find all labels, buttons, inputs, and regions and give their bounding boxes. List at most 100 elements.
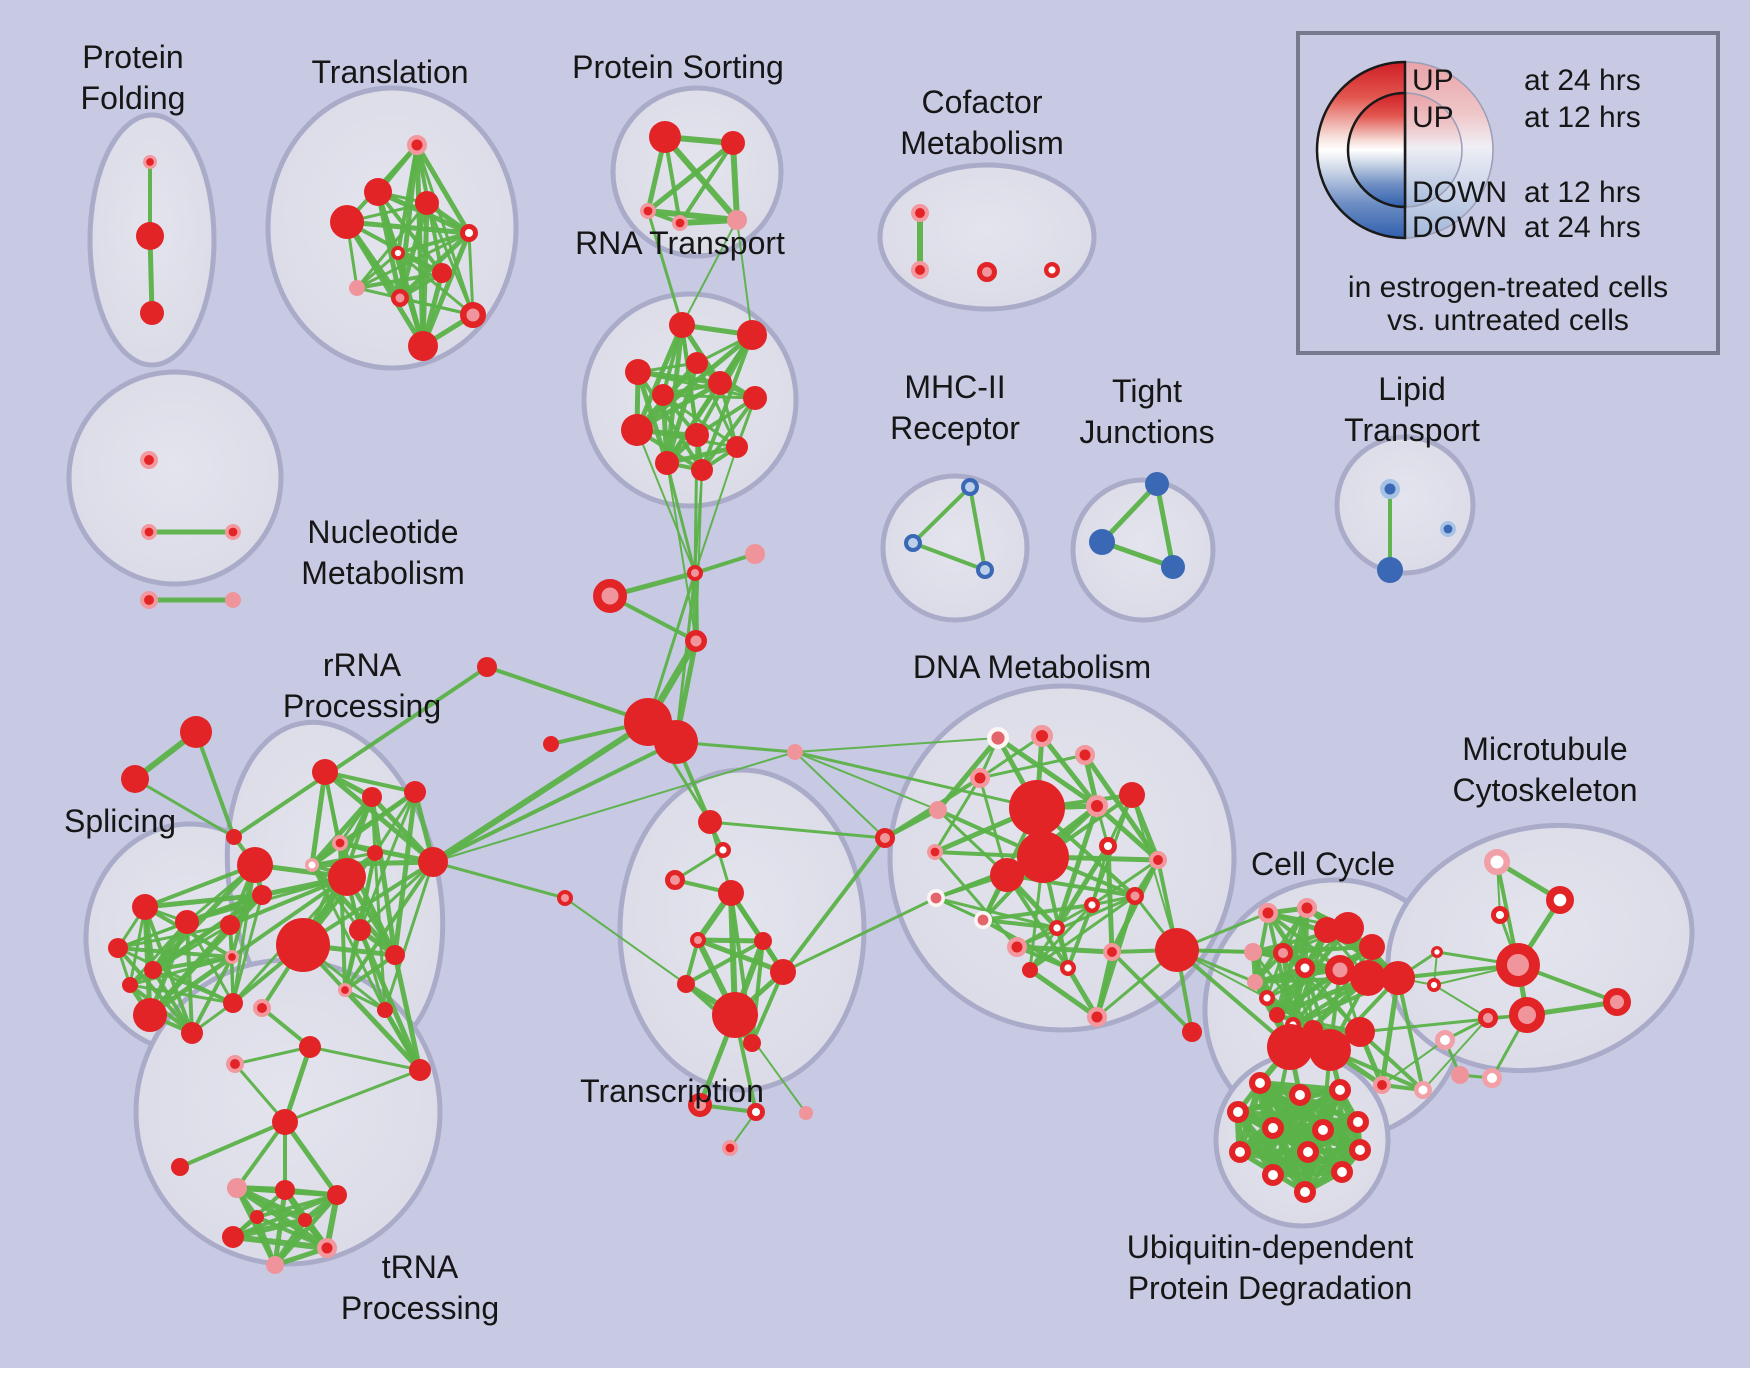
cluster-ellipse-mhc-ii [880,473,1030,623]
gene-node-r [223,993,243,1013]
gene-node-w [1331,1161,1354,1184]
gene-node-w [1329,1079,1352,1102]
network-edge [343,953,397,992]
gene-node-r [1332,912,1364,944]
gene-node-pr [688,1093,712,1117]
gene-node-p [799,1106,813,1120]
gene-node-pr [1496,943,1540,987]
network-edge [1433,984,1489,1019]
gene-node-wr [987,727,1010,750]
gene-node-w [1262,1164,1285,1187]
cluster-label: Protein Folding [81,39,186,116]
network-edge [636,370,704,472]
gene-node-rp [252,999,271,1018]
gene-node-p [745,544,765,564]
gene-node-rp [225,1055,244,1074]
network-edge [978,734,1044,780]
gene-node-pr [391,289,409,307]
network-edge [272,1217,308,1268]
network-edge [681,219,738,326]
network-edge [397,230,472,301]
gene-node-rp [1373,1076,1392,1095]
gene-node-rp [142,154,157,169]
gene-node-p [349,280,365,296]
gene-node-br [1440,520,1457,537]
network-edge [634,332,755,433]
network-edge [1379,975,1401,1088]
gene-node-r [330,205,364,239]
network-edge [646,571,697,724]
gene-node-rp [1075,745,1095,765]
network-edge [700,396,757,472]
gene-node-bl [976,561,995,580]
network-edge [133,777,236,839]
gene-node-w [1431,946,1444,959]
legend-row-dir: UP [1412,64,1454,97]
cluster-label: RNA Transport [575,225,785,261]
network-edge [143,863,257,909]
gene-node-rp [671,215,688,232]
gene-node-w [1262,1117,1285,1140]
network-edge [308,1045,422,1072]
gene-node-r [349,919,371,941]
gene-node-r [408,331,438,361]
gene-node-pr [977,262,997,282]
gene-node-p [727,210,747,230]
gene-node-w [1258,990,1275,1007]
gene-node-rp [911,203,930,222]
network-edge [665,461,697,575]
gene-node-pw [1484,849,1510,875]
legend-row-dir: UP [1412,101,1454,134]
network-edge [1090,844,1110,907]
gene-node-r [133,998,167,1032]
gene-node-pr [875,828,895,848]
network-canvas: Protein Folding Translation Protein Sorting… [64,39,1695,1326]
gene-node-r [144,961,162,979]
network-edge [231,863,257,1005]
legend-note-line1: in estrogen-treated cells [1348,271,1668,304]
network-edge [684,939,765,986]
gene-node-rp [338,983,353,998]
gene-node-r [655,451,679,475]
cluster-ellipse-lipid-transport [1334,434,1476,576]
gene-node-w [1312,1119,1335,1142]
legend-row-time: at 24 hrs [1524,211,1641,244]
node-layer [108,121,1631,1274]
network-edge [664,360,700,466]
gene-node-r [222,1226,244,1248]
network-edge [431,860,567,900]
gene-node-w [1347,1111,1370,1134]
gene-node-r [1269,1007,1285,1023]
network-edge [485,665,650,724]
gene-node-r [252,885,272,905]
gene-node-rp [970,768,990,788]
network-edge [128,955,234,987]
cluster-label: Translation [311,54,468,90]
gene-node-r [770,959,796,985]
network-edge [230,1217,308,1240]
network-edge [467,231,475,317]
network-edge [1027,967,1100,1020]
network-edge [414,142,472,236]
network-edge [373,790,417,855]
gene-node-r [1345,1017,1375,1047]
network-edge [355,251,400,290]
gene-node-rp [1149,851,1168,870]
gene-node-r [272,1109,298,1135]
cluster-label: Lipid Transport [1344,371,1480,448]
gene-node-w [1083,897,1100,914]
network-edge [357,927,423,1073]
gene-node-r [1022,962,1038,978]
gene-node-p [225,592,241,608]
gene-node-pr [557,890,573,906]
network-edge [1235,1109,1361,1125]
network-edge [1154,481,1176,570]
gene-node-r [1267,1024,1313,1070]
gene-node-rp [639,203,656,220]
legend-row-dir: DOWN [1412,211,1507,244]
network-edge [128,905,147,987]
network-edge [376,190,444,275]
network-edge [933,776,982,854]
network-edge [781,896,938,974]
gene-node-w [1349,1139,1372,1162]
